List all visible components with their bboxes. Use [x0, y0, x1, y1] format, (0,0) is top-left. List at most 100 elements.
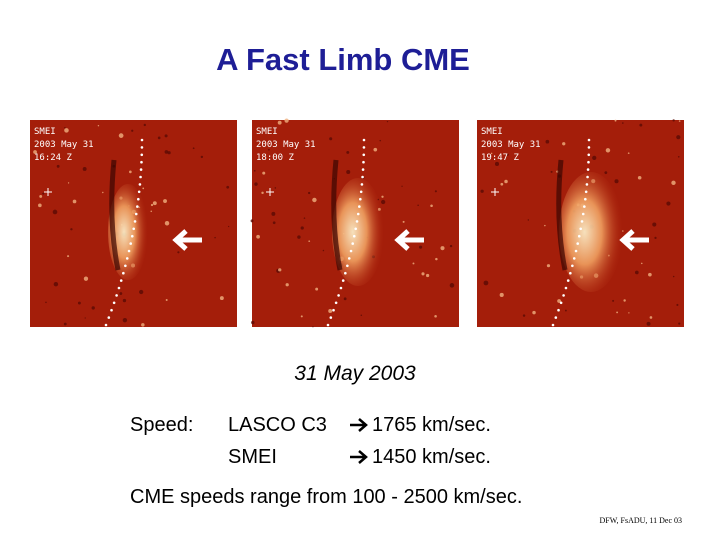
speed-instrument: LASCO C3	[228, 414, 327, 436]
limb-dot	[140, 160, 143, 164]
noise-spot	[303, 217, 306, 219]
limb-dot	[329, 316, 333, 319]
image-panel: SMEI 2003 May 31 19:47 Z	[477, 119, 684, 327]
noise-spot	[219, 296, 224, 301]
noise-spot	[616, 311, 619, 314]
panel-time: 16:24 Z	[34, 153, 73, 163]
noise-spot	[676, 303, 679, 306]
noise-spot	[328, 308, 333, 313]
limb-dot	[104, 323, 108, 327]
panel-instrument: SMEI	[34, 127, 56, 137]
noise-spot	[672, 119, 675, 122]
noise-spot	[623, 299, 626, 302]
noise-spot	[167, 151, 171, 155]
noise-spot	[500, 182, 504, 186]
limb-dot	[559, 301, 563, 305]
noise-spot	[143, 123, 146, 127]
limb-dot	[130, 234, 134, 238]
limb-dot	[586, 175, 589, 179]
panel-arrow	[394, 229, 424, 251]
limb-dot	[137, 197, 140, 201]
noise-spot	[297, 235, 301, 239]
noise-spot	[346, 150, 350, 154]
limb-dot	[356, 212, 360, 216]
limb-dot	[132, 227, 136, 231]
limb-dot	[362, 138, 366, 142]
noise-spot	[671, 180, 676, 186]
noise-spot	[627, 152, 630, 154]
noise-spot	[379, 139, 382, 142]
limb-dot	[361, 175, 364, 179]
noise-spot	[654, 236, 657, 240]
limb-dot	[352, 234, 356, 238]
limb-dot	[564, 286, 568, 290]
limb-dot	[557, 308, 560, 312]
noise-spot	[262, 171, 266, 175]
cme-front	[332, 178, 384, 286]
limb-dot	[586, 168, 590, 171]
noise-spot	[550, 170, 553, 173]
noise-spot	[164, 221, 170, 226]
noise-spot	[677, 155, 680, 158]
limb-dot	[110, 308, 113, 312]
noise-spot	[546, 264, 551, 268]
date-caption: 31 May 2003	[294, 362, 416, 385]
limb-dot	[127, 249, 131, 253]
limb-dot	[344, 271, 347, 275]
noise-spot	[271, 211, 276, 216]
noise-spot	[268, 148, 270, 151]
noise-spot	[421, 272, 425, 276]
noise-spot	[634, 270, 639, 275]
noise-spot	[129, 170, 132, 174]
noise-spot	[119, 292, 123, 295]
noise-spot	[449, 283, 455, 288]
noise-spot	[150, 210, 153, 213]
limb-dot	[551, 323, 555, 327]
speed-value: 1450 km/sec.	[372, 446, 491, 468]
limb-dot	[341, 279, 345, 282]
limb-dot	[351, 242, 355, 245]
noise-spot	[253, 169, 256, 172]
noise-spot	[91, 306, 95, 310]
limb-dot	[562, 294, 565, 297]
limb-dot	[580, 220, 584, 223]
limb-dot	[326, 323, 330, 327]
noise-spot	[639, 123, 643, 127]
dark-region	[556, 159, 568, 271]
noise-spot	[419, 245, 423, 249]
limb-dot	[577, 234, 581, 238]
limb-dot	[587, 153, 591, 157]
speed-label: Speed:	[130, 414, 194, 436]
limb-dot	[125, 257, 129, 260]
limb-dot	[587, 138, 591, 142]
noise-spot	[346, 170, 351, 175]
noise-spot	[38, 203, 42, 208]
noise-spot	[628, 312, 630, 314]
panel-arrow	[619, 229, 649, 251]
noise-spot	[56, 164, 60, 168]
noise-spot	[373, 147, 378, 152]
noise-spot	[649, 316, 653, 319]
limb-dot	[349, 249, 353, 253]
panel-date: 2003 May 31	[256, 140, 316, 150]
limb-dot	[359, 197, 362, 201]
plus-marker	[491, 188, 499, 196]
limb-dot	[136, 205, 139, 208]
limb-dot	[585, 183, 589, 186]
noise-spot	[227, 225, 230, 228]
noise-spot	[64, 126, 66, 129]
noise-spot	[646, 321, 651, 326]
noise-spot	[499, 292, 504, 297]
noise-spot	[545, 139, 550, 144]
noise-spot	[63, 322, 67, 326]
noise-spot	[42, 192, 45, 195]
noise-spot	[434, 190, 437, 193]
limb-dot	[583, 205, 586, 208]
noise-spot	[430, 204, 433, 208]
noise-spot	[82, 167, 87, 171]
dark-region	[109, 159, 121, 271]
noise-spot	[64, 128, 69, 133]
limb-dot	[574, 249, 578, 253]
noise-spot	[164, 150, 169, 154]
noise-spot	[45, 301, 47, 304]
